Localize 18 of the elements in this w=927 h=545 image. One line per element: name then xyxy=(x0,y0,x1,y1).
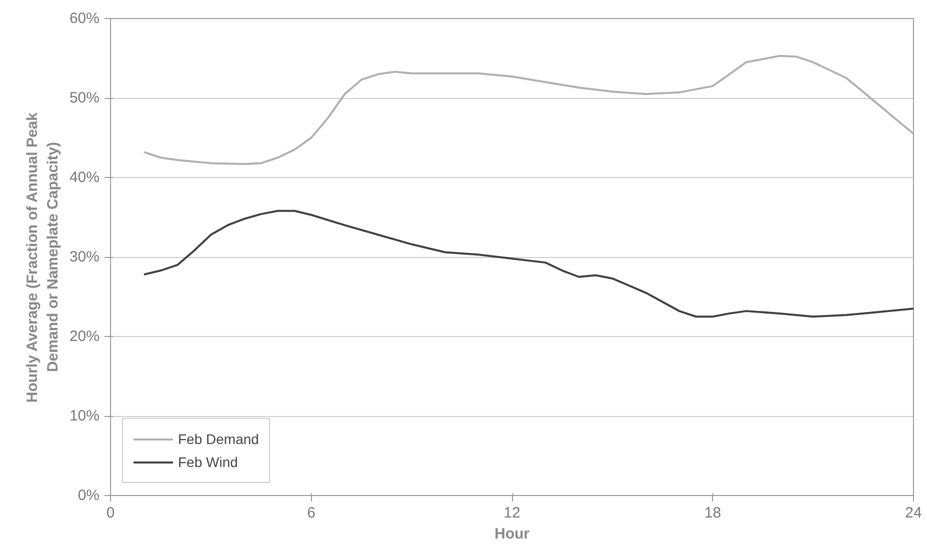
legend-label: Feb Demand xyxy=(178,431,259,447)
x-tick-label: 24 xyxy=(905,504,922,522)
x-tick-label: 6 xyxy=(307,504,316,522)
y-tick-label: 50% xyxy=(69,90,100,106)
y-tick-label: 0% xyxy=(78,487,100,504)
x-axis-title: Hour xyxy=(494,526,530,542)
y-tick-label: 10% xyxy=(69,408,100,424)
x-tick-label: 18 xyxy=(704,504,722,522)
y-tick-label: 40% xyxy=(69,169,100,186)
legend-label: Feb Wind xyxy=(178,454,238,470)
y-axis-title: Hourly Average (Fraction of Annual Peak Demand or Nameplate Capacity) xyxy=(24,112,62,403)
y-tick-label: 20% xyxy=(69,328,100,345)
y-tick-label: 30% xyxy=(69,248,100,266)
y-tick-label: 60% xyxy=(69,10,100,27)
line-series xyxy=(142,210,914,318)
x-tick-label: 12 xyxy=(504,504,520,522)
line-series xyxy=(142,54,914,165)
x-tick-label: 0 xyxy=(106,504,115,522)
